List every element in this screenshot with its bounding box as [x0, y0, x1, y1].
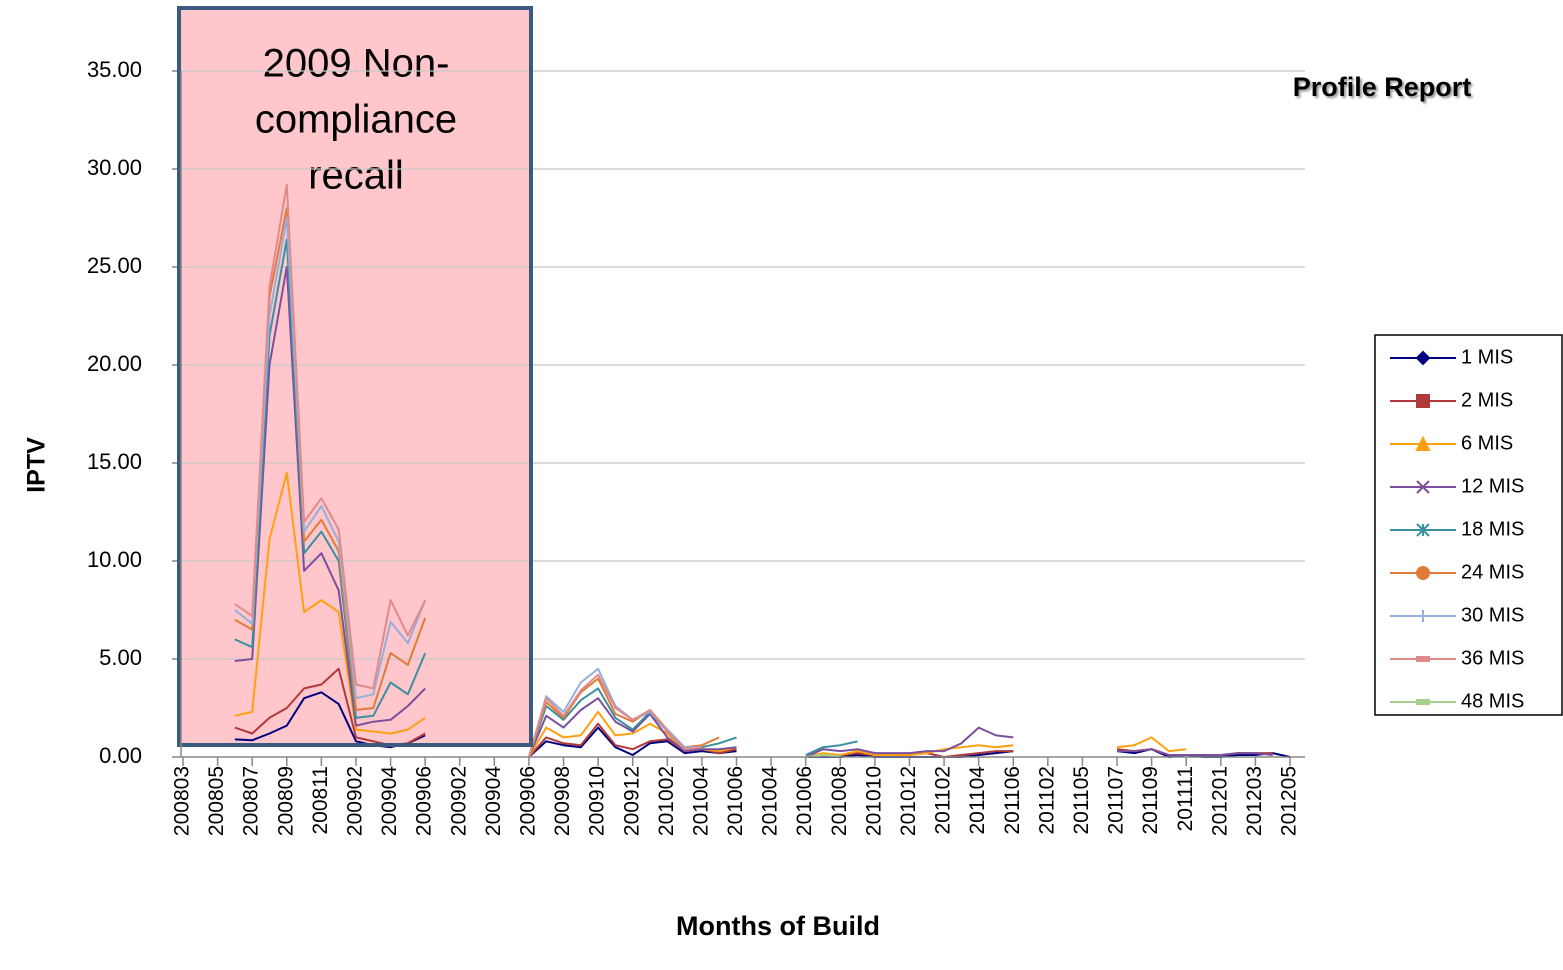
y-axis-title: IPTV [23, 437, 51, 493]
x-tick-label: 201111 [1174, 766, 1197, 831]
series-line [234, 471, 426, 735]
grid: 0.00 5.00 10.00 15.00 20.00 25.00 30.00 35.00 20… [87, 57, 1305, 836]
x-tick-label: 201006 [724, 766, 747, 836]
x-axis-title: Months of Build [676, 911, 880, 941]
x-tick-label: 200912 [620, 766, 643, 836]
x-tick-label: 201105 [1070, 766, 1093, 835]
y-tick-label: 35.00 [87, 57, 142, 82]
legend-marker [1416, 566, 1430, 580]
legend-marker [1416, 656, 1430, 662]
x-tick-label: 200904 [378, 766, 401, 836]
x-tick-label: 200803 [171, 766, 194, 836]
legend-label: 24 MIS [1461, 561, 1524, 583]
legend-label: 18 MIS [1461, 518, 1524, 540]
legend-items: 1 MIS 2 MIS 6 MIS 12 MIS 18 MIS 24 MIS 30 MIS 3… [1390, 346, 1524, 712]
y-tick-label: 15.00 [87, 449, 142, 474]
legend-label: 12 MIS [1461, 475, 1524, 497]
y-tick-label: 30.00 [87, 155, 142, 180]
legend-label: 6 MIS [1461, 432, 1513, 454]
y-tick-label: 0.00 [99, 743, 142, 768]
x-tick-label: 201008 [828, 766, 851, 836]
y-tick-label: 20.00 [87, 351, 142, 376]
series-line [234, 217, 427, 700]
x-tick-label: 201004 [759, 766, 782, 836]
x-tick-label: 201109 [1139, 766, 1162, 835]
y-tick-label: 10.00 [87, 547, 142, 572]
report-title: Profile Report [1293, 72, 1472, 102]
legend-label: 2 MIS [1461, 389, 1513, 411]
x-tick-label: 201203 [1243, 766, 1266, 836]
series-line [528, 726, 737, 758]
x-tick-label: 201004 [689, 766, 712, 836]
series-line [1117, 748, 1273, 756]
x-tick-label: 201106 [1001, 766, 1024, 835]
x-tick-label: 201002 [655, 766, 678, 836]
x-tick-label: 201102 [1035, 766, 1058, 835]
x-tick-label: 200906 [413, 766, 436, 836]
legend-marker [1416, 699, 1430, 705]
legend-marker [1415, 435, 1431, 451]
y-tick-label: 25.00 [87, 253, 142, 278]
series-line [527, 673, 703, 758]
series-line [1116, 736, 1187, 753]
legend-marker [1416, 394, 1430, 408]
x-tick-label: 200902 [344, 766, 367, 836]
legend-label: 36 MIS [1461, 647, 1524, 669]
legend-label: 1 MIS [1461, 346, 1513, 368]
x-tick-label: 200908 [551, 766, 574, 836]
x-tick-label: 201006 [793, 766, 816, 836]
legend [1374, 334, 1563, 716]
x-tick-label: 201012 [897, 766, 920, 836]
x-tick-label: 200811 [309, 766, 332, 835]
x-tick-label: 201010 [862, 766, 885, 836]
x-tick-label: 200904 [482, 766, 505, 836]
series-line [805, 726, 1014, 758]
series-line [805, 740, 858, 756]
x-tick-label: 201205 [1278, 766, 1301, 836]
annotation: 2009 Non- [263, 42, 450, 86]
legend-marker [1416, 480, 1430, 494]
legend-label: 30 MIS [1461, 604, 1524, 626]
x-tick-label: 200805 [205, 766, 228, 836]
x-tick-label: 200809 [274, 766, 297, 836]
series-line [527, 677, 720, 758]
x-tick-label: 200906 [516, 766, 539, 836]
x-tick-label: 201104 [966, 766, 989, 835]
x-tick-label: 200910 [586, 766, 609, 836]
series-line [527, 697, 737, 758]
annotation-box-border [177, 6, 533, 747]
annotation: compliance [255, 98, 457, 142]
x-tick-label: 201102 [932, 766, 955, 835]
series-line [234, 266, 426, 727]
legend-marker [1415, 350, 1431, 366]
series-line [234, 183, 427, 690]
x-tick-label: 201201 [1208, 766, 1231, 836]
legend-marker [1417, 610, 1429, 622]
x-tick-label: 200807 [240, 766, 263, 836]
annotation: recall [308, 154, 404, 198]
series-line [234, 238, 427, 719]
x-tick-label: 201107 [1105, 766, 1128, 835]
y-tick-label: 5.00 [99, 645, 142, 670]
x-tick-label: 200902 [447, 766, 470, 836]
legend-label: 48 MIS [1461, 690, 1524, 712]
legend-marker [1416, 523, 1430, 537]
